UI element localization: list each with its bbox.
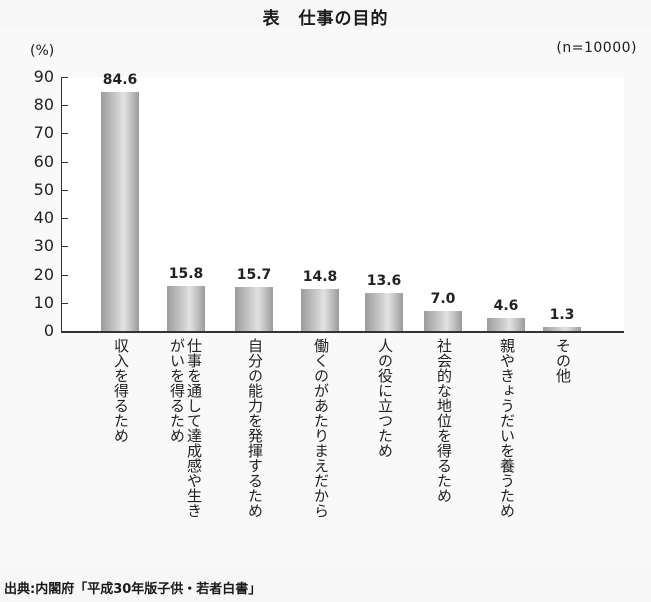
bar [101,92,139,331]
bar-value-label: 15.7 [236,266,272,283]
category-label: 親やきょうだいを養うため [497,338,516,568]
bar-value-label: 1.3 [549,307,575,324]
category-label-line: 収入を得るため [112,338,130,443]
category-label: 人の役に立つため [375,338,394,568]
y-tick [61,274,68,276]
plot-area [61,77,624,331]
y-tick-label: 30 [33,236,54,256]
bar [365,292,403,331]
y-tick [61,105,68,107]
bar [167,286,205,331]
bar [301,289,339,331]
bar [235,286,273,331]
y-tick-label: 50 [33,179,54,199]
category-label-line: 仕事を通して達成感や生き [185,338,203,518]
y-tick [61,77,68,78]
y-tick-label: 0 [43,321,54,340]
y-tick-label: 40 [33,208,54,228]
category-label: 社会的な地位を得るため [434,338,453,568]
y-tick [61,133,68,135]
bar-value-label: 14.8 [302,269,338,286]
y-tick-label: 90 [33,67,54,86]
y-tick [61,302,68,304]
bar [487,318,525,331]
chart-title: 表 仕事の目的 [262,9,389,29]
category-label-line: 働くのがあたりまえだから [312,338,330,518]
y-axis-unit: (%) [30,43,55,59]
category-label-line: 人の役に立つため [376,338,394,458]
bar-value-label: 13.6 [366,272,402,289]
category-label: 仕事を通して達成感や生き がいを得るため [166,338,203,568]
bar-value-label: 7.0 [430,291,456,308]
bar [424,311,462,331]
category-label: 働くのがあたりまえだから [311,338,330,568]
y-tick-label: 20 [33,264,54,284]
category-label: 収入を得るため [111,338,130,568]
y-tick [61,218,68,220]
bar-value-label: 4.6 [493,298,519,315]
category-label: 自分の能力を発揮するため [245,338,264,568]
category-label-line: 親やきょうだいを養うため [498,338,516,518]
y-tick [61,189,68,191]
y-tick-label: 60 [33,151,54,171]
category-label-line: がいを得るため [168,338,186,443]
y-tick-label: 10 [33,292,54,312]
category-label-line: 社会的な地位を得るため [435,338,453,503]
y-tick-label: 80 [33,95,54,115]
y-axis-line [61,77,62,332]
category-label: その他 [553,338,572,568]
y-tick [61,161,68,163]
category-label-line: その他 [554,338,572,383]
bar [543,327,581,331]
x-axis-line [61,331,624,333]
y-tick [61,246,68,248]
sample-size-label: (n=10000) [556,40,637,56]
category-label-line: 自分の能力を発揮するため [246,338,264,518]
bar-value-label: 15.8 [168,266,204,283]
y-tick-label: 70 [33,123,54,143]
source-note: 出典:内閣府「平成30年版子供・若者白書」 [4,582,262,597]
bar-value-label: 84.6 [102,72,138,89]
